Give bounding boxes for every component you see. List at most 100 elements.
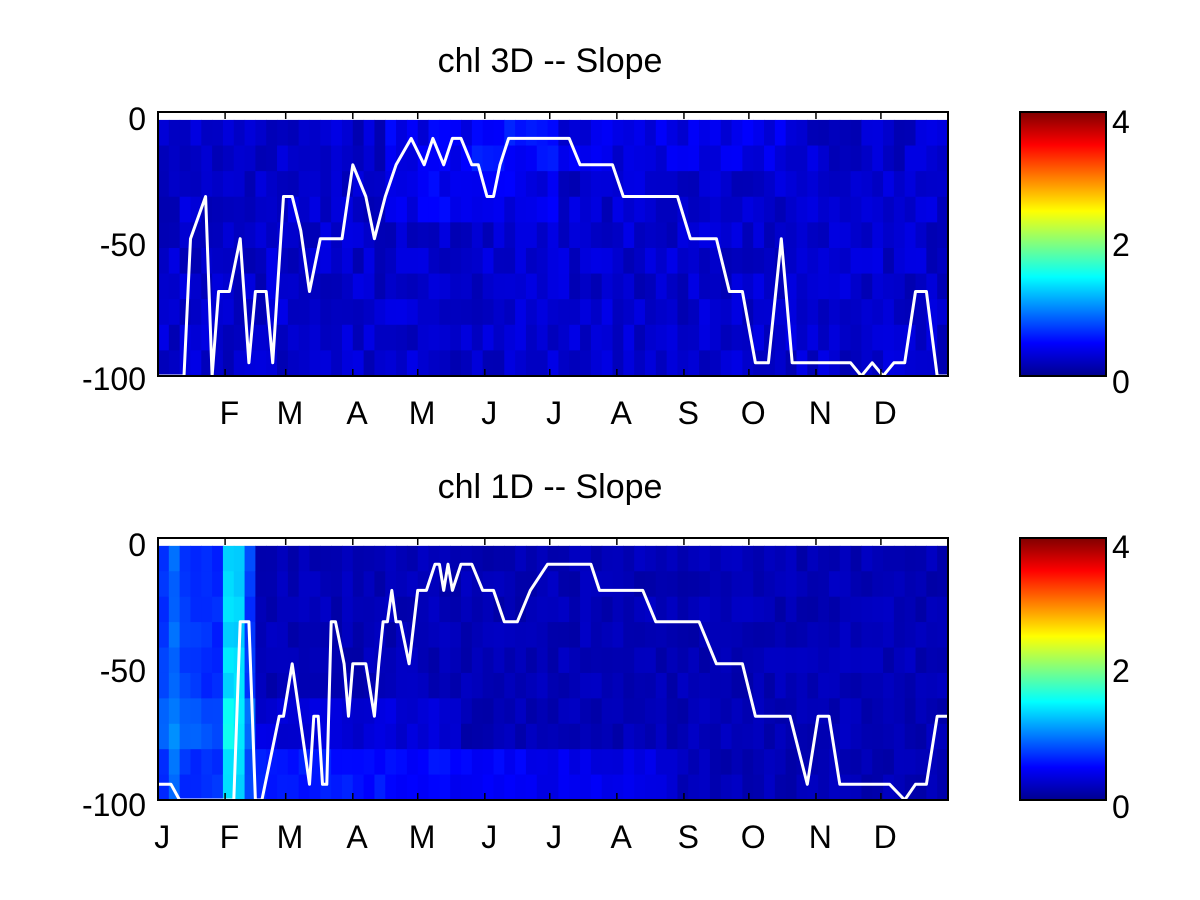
heatmap-cell [298, 171, 311, 198]
heatmap-cell [634, 196, 646, 223]
heatmap-cell [580, 571, 592, 598]
heatmap-cell [352, 273, 365, 300]
heatmap-cell [396, 222, 408, 249]
heatmap-cell [807, 571, 819, 598]
heatmap-cell [904, 119, 917, 147]
heatmap-cell [828, 698, 841, 725]
heatmap-cell [753, 196, 765, 223]
heatmap-cell [634, 145, 646, 172]
heatmap-cell [168, 545, 181, 572]
heatmap-cell [374, 545, 386, 572]
heatmap-cell [785, 222, 798, 249]
heatmap-cell [904, 723, 917, 750]
heatmap-cell [471, 596, 484, 623]
heatmap-cell [612, 196, 624, 223]
heatmap-cell [774, 774, 787, 801]
heatmap-cell [558, 723, 570, 750]
heatmap-cell [363, 647, 376, 674]
heatmap-cell [764, 571, 776, 598]
heatmap-cell [320, 545, 332, 572]
heatmap-cell [828, 196, 841, 223]
heatmap-cell [428, 145, 440, 172]
heatmap-cell [396, 299, 408, 326]
heatmap-cell [471, 222, 484, 249]
heatmap-cell [904, 350, 917, 377]
heatmap-cell [796, 171, 808, 198]
heatmap-cell [406, 324, 419, 351]
heatmap-cell [720, 622, 733, 649]
heatmap-cell [374, 622, 386, 649]
heatmap-cell [266, 622, 278, 649]
heatmap-cell [861, 723, 873, 750]
heatmap-cell [731, 647, 743, 674]
heatmap-cell [309, 647, 321, 674]
heatmap-cell [417, 672, 430, 699]
heatmap-cell [623, 647, 635, 674]
heatmap-cell [861, 672, 873, 699]
heatmap-cell [341, 247, 354, 275]
heatmap-cell [212, 273, 224, 300]
heatmap-cell [287, 171, 300, 198]
heatmap-cell [428, 698, 440, 725]
heatmap-cell [785, 119, 798, 147]
heatmap-cell [764, 622, 776, 649]
heatmap-cell [244, 222, 256, 249]
heatmap-cell [266, 698, 278, 725]
heatmap-cell [623, 622, 635, 649]
heatmap-cell [385, 571, 397, 598]
heatmap-cell [515, 571, 527, 598]
heatmap-cell [926, 622, 938, 649]
heatmap-cell [190, 350, 202, 377]
x-tick-label: O [741, 395, 766, 431]
heatmap-cell [785, 596, 798, 623]
heatmap-cell [331, 324, 343, 351]
heatmap-cell [580, 350, 592, 377]
heatmap-cell [753, 222, 765, 249]
heatmap-cell [601, 196, 614, 223]
heatmap-cell [839, 222, 852, 249]
heatmap-cell [536, 749, 549, 776]
heatmap-cell [190, 647, 202, 674]
heatmap-cell [709, 222, 722, 249]
heatmap-cell [709, 299, 722, 326]
heatmap-cell [277, 222, 289, 249]
heatmap-cell [558, 299, 570, 326]
heatmap-cell [396, 723, 408, 750]
heatmap-cell [363, 324, 376, 351]
heatmap-cell [828, 622, 841, 649]
heatmap-cell [742, 774, 754, 801]
heatmap-cell [850, 324, 863, 351]
heatmap-cell [158, 196, 170, 223]
heatmap-cell [655, 273, 668, 300]
heatmap-cell [158, 749, 170, 776]
heatmap-cell [644, 196, 657, 223]
heatmap-cell [320, 622, 332, 649]
heatmap-cell [439, 545, 451, 572]
heatmap-cell [677, 119, 689, 147]
heatmap-cell [915, 749, 927, 776]
heatmap-cell [807, 119, 819, 147]
y-tick-label: -50 [100, 227, 146, 263]
heatmap-cell [417, 350, 430, 377]
heatmap-cell [937, 571, 949, 598]
heatmap-cell [331, 119, 343, 147]
heatmap-cell [850, 672, 863, 699]
heatmap-cell [764, 171, 776, 198]
heatmap-cell [569, 571, 581, 598]
heatmap-cell [818, 749, 830, 776]
heatmap-cell [255, 299, 267, 326]
heatmap-cell [493, 749, 505, 776]
heatmap-cell [644, 672, 657, 699]
heatmap-cell [850, 571, 863, 598]
heatmap-cell [709, 622, 722, 649]
heatmap-cell [807, 145, 819, 172]
heatmap-cell [785, 698, 798, 725]
heatmap-cell [320, 698, 332, 725]
heatmap-cell [525, 596, 538, 623]
heatmap-cell [461, 222, 473, 249]
heatmap-cell [363, 698, 376, 725]
heatmap-cell [580, 273, 592, 300]
heatmap-cell [774, 247, 787, 275]
